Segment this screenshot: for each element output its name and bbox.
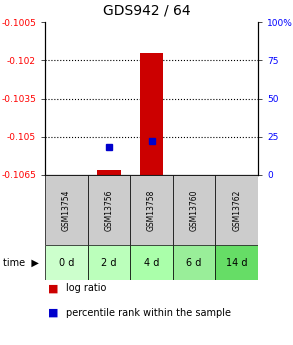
Text: GSM13762: GSM13762 [232, 189, 241, 231]
Text: GSM13760: GSM13760 [190, 189, 199, 231]
Text: percentile rank within the sample: percentile rank within the sample [66, 308, 231, 318]
Bar [45, 245, 88, 280]
Text: 2 d: 2 d [101, 257, 117, 267]
Text: 4 d: 4 d [144, 257, 159, 267]
Bar [215, 175, 258, 245]
Bar [130, 245, 173, 280]
Text: 6 d: 6 d [186, 257, 202, 267]
Bar [88, 245, 130, 280]
Text: 14 d: 14 d [226, 257, 248, 267]
Bar [173, 175, 215, 245]
Text: GDS942 / 64: GDS942 / 64 [103, 4, 190, 18]
Bar [97, 170, 121, 175]
Bar [130, 175, 173, 245]
Text: time  ▶: time ▶ [3, 257, 39, 267]
Text: ■: ■ [48, 308, 58, 318]
Text: GSM13756: GSM13756 [104, 189, 113, 231]
Text: 0 d: 0 d [59, 257, 74, 267]
Bar [140, 52, 163, 175]
Bar [215, 245, 258, 280]
Text: GSM13754: GSM13754 [62, 189, 71, 231]
Text: log ratio: log ratio [66, 284, 106, 294]
Text: ■: ■ [48, 284, 58, 294]
Text: GSM13758: GSM13758 [147, 189, 156, 231]
Bar [173, 245, 215, 280]
Bar [88, 175, 130, 245]
Bar [45, 175, 88, 245]
